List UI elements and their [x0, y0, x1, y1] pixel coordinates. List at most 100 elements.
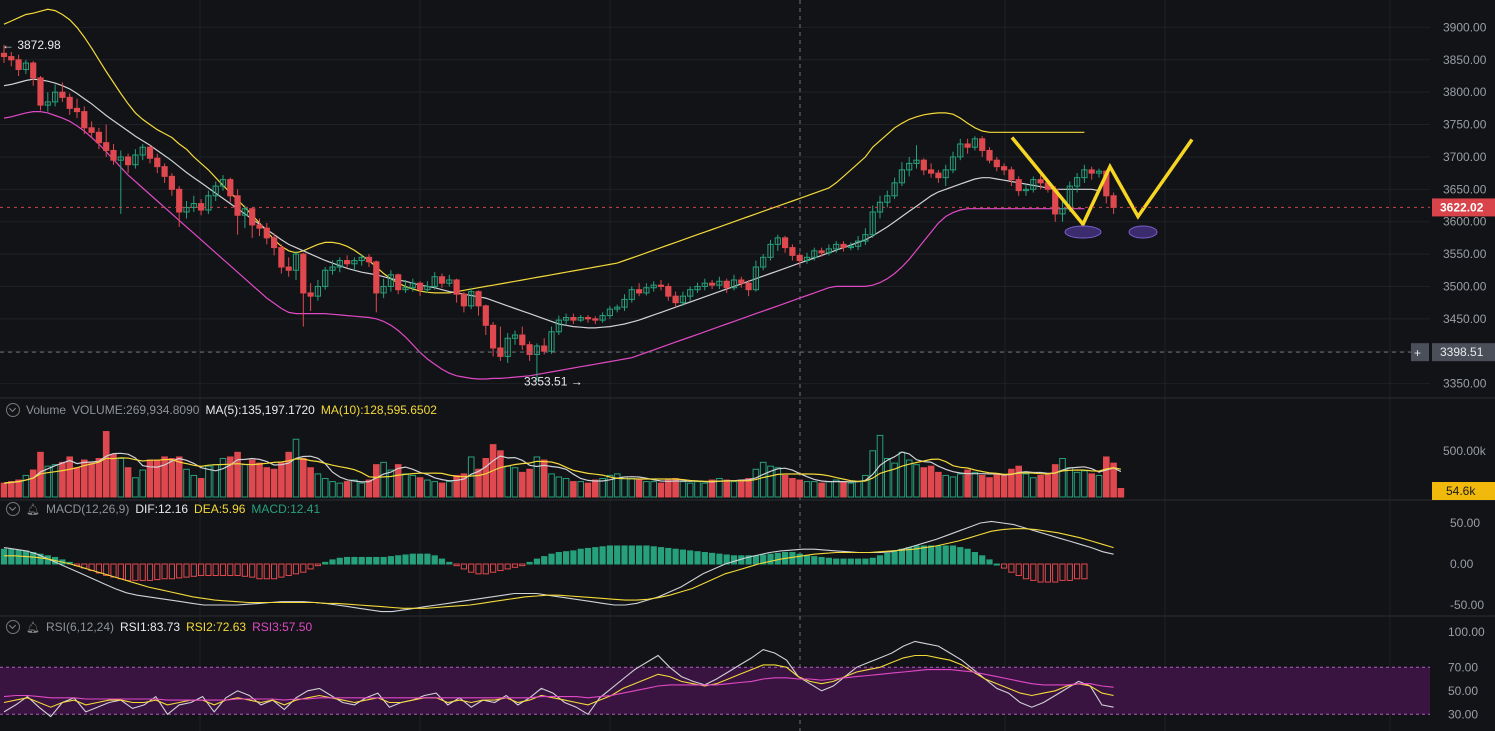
crosshair-price-badge — [1432, 343, 1495, 362]
candle-body — [52, 91, 59, 103]
volume-bar — [643, 481, 650, 498]
candle-body — [1037, 179, 1044, 184]
candle-body — [898, 169, 905, 184]
macd-histogram-bar — [497, 563, 504, 572]
candle-body — [424, 285, 431, 291]
macd-histogram-bar — [709, 552, 716, 565]
macd-histogram-bar — [964, 548, 971, 565]
macd-histogram-bar — [752, 555, 759, 565]
price-tick-label: 3600.00 — [1443, 215, 1487, 229]
collapse-chevron-icon[interactable] — [6, 502, 20, 516]
rsi1-line — [3, 640, 1114, 718]
macd-tick-label: 0.00 — [1450, 557, 1474, 571]
volume-bar — [781, 474, 789, 498]
volume-bar — [862, 474, 869, 498]
candle-body — [628, 289, 635, 300]
macd-histogram-bar — [139, 563, 146, 581]
volume-bar — [373, 464, 380, 498]
macd-header: 🔔︎ MACD(12,26,9) DIF:12.16 DEA:5.96 MACD… — [6, 502, 320, 516]
bollinger-upper-line — [3, 8, 1085, 294]
macd-indicator — [0, 520, 1114, 613]
volume-ma5: MA(5):135,197.1720 — [205, 403, 315, 417]
collapse-chevron-icon[interactable] — [6, 403, 20, 417]
candle-body — [103, 142, 110, 151]
volume-bar — [913, 464, 920, 498]
candle-body — [519, 334, 526, 346]
bell-icon[interactable]: 🔔︎ — [26, 503, 40, 516]
macd-histogram-bar — [351, 556, 358, 565]
volume-bar — [738, 479, 745, 498]
candle-body — [219, 179, 227, 187]
candle-body — [1008, 169, 1015, 181]
macd-histogram-bar — [336, 557, 343, 565]
macd-histogram-bar — [431, 555, 438, 565]
macd-histogram-bar — [913, 545, 920, 565]
volume-bar — [1037, 474, 1044, 498]
volume-bar — [183, 468, 190, 498]
volume-bar — [1030, 477, 1037, 498]
candle-body — [438, 276, 446, 284]
candle-body — [752, 266, 759, 291]
candle-body — [365, 256, 373, 263]
macd-histogram-bar — [227, 563, 234, 576]
macd-histogram-bar — [511, 563, 519, 568]
volume-bar — [767, 465, 774, 498]
collapse-chevron-icon[interactable] — [6, 620, 20, 634]
macd-histogram-bar — [862, 558, 869, 565]
volume-bar — [475, 468, 482, 498]
candle-body — [490, 324, 497, 349]
macd-histogram-bar — [176, 563, 183, 579]
macd-dea-line — [4, 528, 1114, 609]
candle-body — [796, 254, 803, 262]
support-ellipse — [1064, 225, 1102, 239]
volume-bar — [665, 479, 672, 498]
macd-histogram-bar — [891, 550, 898, 565]
macd-histogram-bar — [730, 555, 738, 565]
candle-body — [1074, 177, 1081, 187]
macd-histogram-bar — [979, 555, 986, 565]
candle-body — [146, 146, 154, 159]
rsi1-value: RSI1:83.73 — [120, 620, 181, 634]
candle-body — [657, 284, 665, 287]
volume-bar — [307, 467, 314, 498]
candle-body — [249, 208, 256, 226]
macd-histogram-bar — [198, 563, 205, 576]
candle-body — [95, 131, 103, 144]
candle-body — [833, 243, 840, 250]
last-price-badge — [1432, 198, 1495, 217]
macd-histogram-bar — [650, 546, 657, 565]
volume-bar — [993, 473, 1001, 498]
rsi-band-fill — [0, 667, 1430, 715]
macd-histogram-bar — [563, 551, 570, 565]
candle-body — [139, 146, 146, 156]
volume-bar — [424, 479, 431, 498]
macd-histogram-bar — [490, 563, 497, 573]
candle-body — [782, 237, 789, 249]
candle-body — [234, 195, 241, 216]
price-tick-label: 3800.00 — [1443, 85, 1487, 99]
candle-body — [44, 101, 51, 106]
candle-body — [402, 287, 409, 291]
candle-body — [285, 266, 292, 271]
volume-bar — [205, 465, 212, 498]
macd-histogram-bar — [212, 563, 219, 576]
volume-bar — [635, 479, 643, 498]
volume-bar — [336, 482, 344, 498]
macd-histogram-bar — [417, 553, 424, 565]
candle-body — [687, 289, 694, 297]
w-pattern-drawing[interactable] — [0, 136, 1430, 353]
candle-body — [468, 291, 475, 307]
volume-bar — [869, 450, 877, 498]
candle-body — [840, 243, 847, 249]
volume-bar — [197, 478, 205, 498]
volume-bar — [256, 462, 263, 498]
macd-title: MACD(12,26,9) — [45, 502, 130, 516]
volume-bar — [329, 481, 336, 498]
candle-body — [643, 287, 650, 294]
bell-icon[interactable]: 🔔︎ — [26, 621, 40, 634]
candle-body — [526, 344, 533, 355]
moving-average-line — [3, 78, 1100, 329]
candle-body — [533, 345, 540, 355]
macd-histogram-bar — [541, 556, 548, 565]
